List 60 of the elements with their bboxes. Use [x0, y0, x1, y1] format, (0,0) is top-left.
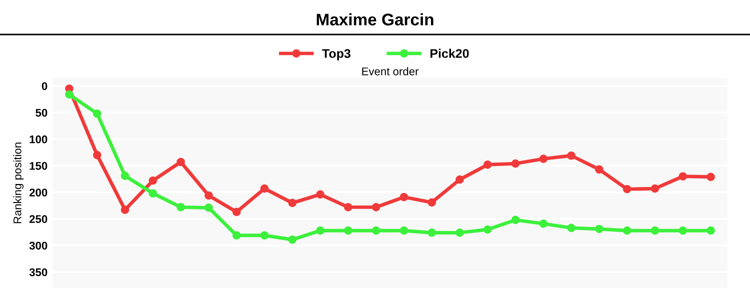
point [483, 225, 492, 234]
point [176, 203, 185, 212]
point [456, 175, 464, 184]
point [65, 90, 74, 99]
point [706, 226, 715, 235]
point [260, 184, 269, 193]
point [428, 228, 436, 237]
point [567, 224, 576, 232]
y-axis-title: Ranking position [13, 142, 24, 224]
point [344, 203, 352, 212]
point [511, 216, 520, 224]
point [344, 226, 352, 235]
point [92, 150, 102, 160]
y-tick-label: 150 [30, 162, 48, 170]
point [204, 191, 213, 200]
point [92, 109, 102, 118]
point [120, 172, 130, 180]
point [148, 189, 158, 198]
point [316, 226, 324, 235]
point [511, 159, 520, 168]
point [678, 172, 688, 181]
point [678, 226, 688, 235]
point [288, 235, 297, 244]
legend-label: Top3 [322, 49, 350, 60]
point [650, 226, 660, 235]
point [232, 231, 241, 240]
y-tick-label: 300 [29, 242, 48, 250]
y-tick-label: 50 [36, 108, 48, 117]
point [372, 226, 380, 235]
point [539, 154, 548, 163]
chart-title: Maxime Garcin [316, 13, 434, 26]
point [232, 208, 241, 216]
point [567, 151, 576, 160]
legend-label: Pick20 [430, 48, 469, 58]
x-axis-title: Event order [362, 67, 419, 76]
point [706, 172, 715, 182]
y-tick-label: 100 [30, 135, 48, 144]
point [428, 198, 436, 207]
point [483, 160, 492, 169]
point [650, 184, 660, 193]
point [622, 184, 632, 194]
point [260, 231, 269, 240]
point [120, 206, 130, 214]
point [204, 204, 213, 212]
point [372, 203, 380, 212]
point [622, 226, 632, 235]
y-tick-label: 200 [29, 188, 48, 196]
point [316, 190, 324, 199]
y-tick-label: 350 [29, 268, 48, 276]
point [400, 226, 408, 235]
y-tick-label: 0 [42, 82, 48, 90]
point [288, 198, 297, 208]
point [400, 192, 408, 202]
point [595, 165, 604, 174]
point [176, 158, 185, 166]
y-tick-label: 250 [29, 215, 48, 224]
point [148, 176, 158, 185]
point [539, 220, 548, 228]
point [595, 224, 604, 234]
point [456, 228, 464, 237]
